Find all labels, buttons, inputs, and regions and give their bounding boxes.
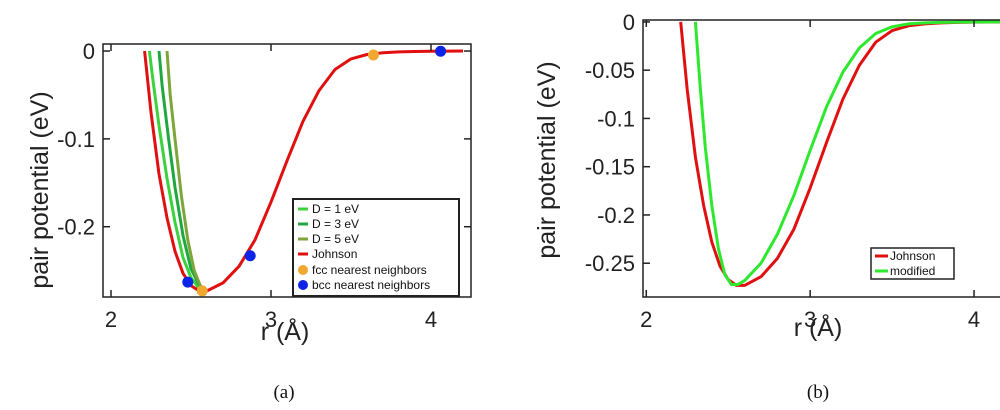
panel-a-series-group <box>143 49 464 293</box>
panel-b-plot-area <box>679 20 1000 287</box>
panel-b-legend: Johnson modified <box>870 247 955 280</box>
panel-a-marker-5-2 <box>435 45 447 57</box>
legend-a-swatch-bcc <box>298 280 308 290</box>
legend-a-label-d3: D = 3 eV <box>312 217 359 231</box>
legend-a-label-d1: D = 1 eV <box>312 202 359 216</box>
legend-a-label-johnson: Johnson <box>312 247 357 261</box>
panel-a-xtick-label-2: 4 <box>425 307 437 332</box>
legend-b-label-modified: modified <box>890 264 935 278</box>
legend-a-label-bcc: bcc nearest neighbors <box>312 278 430 292</box>
panel-b-xtick-label-2: 4 <box>968 307 980 332</box>
panel-a-marker-5-0 <box>182 276 194 288</box>
panel-b-series-group <box>679 20 1000 287</box>
panel-a: pair potential (eV) r (Å) (a) 2 3 4 0 -0.1 -0… <box>26 39 472 403</box>
panel-a-legend: D = 1 eV D = 3 eV D = 5 eV Johnson fcc n… <box>292 198 460 297</box>
legend-a-label-d5: D = 5 eV <box>312 232 359 246</box>
panel-a-ytick-label-1: -0.1 <box>57 127 95 152</box>
panel-b-xtick-label-0: 2 <box>640 307 652 332</box>
legend-b-label-johnson: Johnson <box>890 249 935 263</box>
panel-b-xlabel: r (Å) <box>794 312 843 342</box>
legend-a-label-fcc: fcc nearest neighbors <box>312 263 427 277</box>
panel-a-ytick-label-0: 0 <box>83 39 95 64</box>
panel-a-marker-4-0 <box>196 285 208 297</box>
panel-b-ylabel: pair potential (eV) <box>533 61 561 258</box>
panel-b-xtick-label-1: 3 <box>804 307 816 332</box>
panel-a-xlabel: r (Å) <box>261 316 310 346</box>
panel-b-series-line-1 <box>693 20 1000 286</box>
panel-a-legend-box <box>292 198 460 297</box>
panel-b-legend-box <box>870 247 955 280</box>
panel-a-series-line-2 <box>165 50 208 293</box>
panel-b-ytick-label-3: -0.15 <box>585 155 635 180</box>
panel-b-ticks: 2 3 4 0 -0.05 -0.1 -0.15 -0.2 -0.25 <box>585 10 980 332</box>
panel-b-ytick-label-0: 0 <box>623 10 635 35</box>
panel-b-ytick-label-5: -0.25 <box>585 251 635 276</box>
panel-a-ylabel: pair potential (eV) <box>26 91 54 288</box>
panel-b: pair potential (eV) r (Å) (b) 2 3 4 0 -0.05 -… <box>533 10 1000 403</box>
panel-a-ticks: 2 3 4 0 -0.1 -0.2 <box>57 39 471 332</box>
panel-a-axes-box <box>102 43 472 298</box>
panel-a-marker-5-1 <box>244 250 256 262</box>
panel-a-ytick-label-2: -0.2 <box>57 215 95 240</box>
panel-a-xtick-label-1: 3 <box>265 307 277 332</box>
panel-b-ytick-label-2: -0.1 <box>597 106 635 131</box>
panel-b-series-line-0 <box>679 20 1000 287</box>
panel-b-caption: (b) <box>807 382 829 403</box>
panel-a-xtick-label-0: 2 <box>105 307 117 332</box>
panel-b-ytick-label-4: -0.2 <box>597 203 635 228</box>
panel-a-caption: (a) <box>273 382 294 403</box>
panel-a-plot-area <box>143 45 464 297</box>
panel-a-series-line-3 <box>143 49 464 293</box>
panel-a-marker-4-1 <box>367 49 379 61</box>
panel-b-ytick-label-1: -0.05 <box>585 58 635 83</box>
panel-a-series-line-0 <box>147 50 208 293</box>
panel-b-axes-box <box>642 19 1000 298</box>
legend-a-swatch-fcc <box>298 265 308 275</box>
